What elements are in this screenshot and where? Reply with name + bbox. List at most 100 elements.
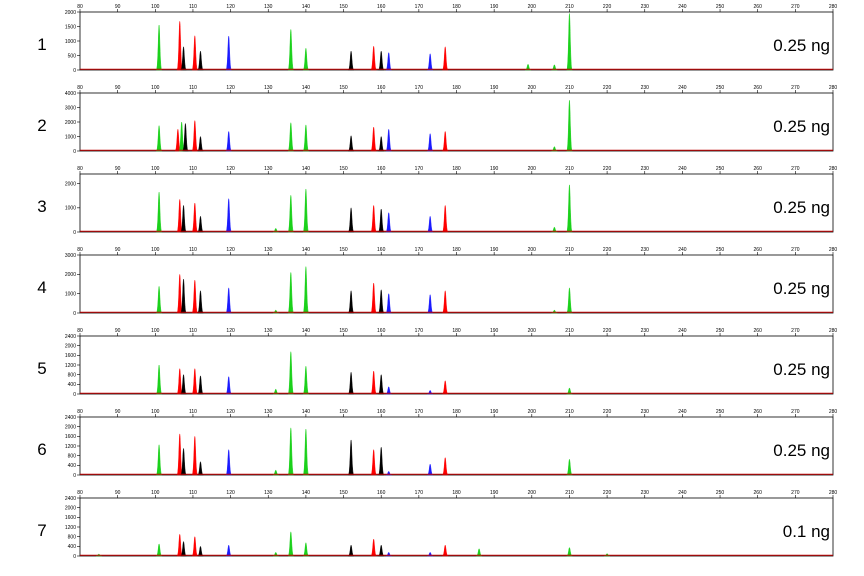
x-tick-label: 130 xyxy=(264,166,273,172)
x-tick-label: 240 xyxy=(678,166,687,172)
peak xyxy=(370,370,377,395)
x-tick-label: 230 xyxy=(641,85,650,91)
x-tick-label: 210 xyxy=(565,85,574,91)
x-tick-label: 100 xyxy=(151,4,160,10)
x-tick-label: 160 xyxy=(377,166,386,172)
peak xyxy=(180,46,187,71)
x-tick-label: 190 xyxy=(490,4,499,10)
y-tick-label: 400 xyxy=(68,544,77,550)
x-tick-label: 160 xyxy=(377,4,386,10)
lane-number: 2 xyxy=(37,116,47,135)
y-tick-label: 800 xyxy=(68,453,77,459)
x-tick-label: 230 xyxy=(641,490,650,496)
peak xyxy=(176,534,183,557)
x-tick-label: 240 xyxy=(678,85,687,91)
y-tick-label: 3000 xyxy=(65,105,76,111)
x-tick-label: 150 xyxy=(339,409,348,415)
plot-frame xyxy=(79,92,834,152)
peak xyxy=(378,544,385,557)
peak xyxy=(427,53,434,71)
x-tick-label: 90 xyxy=(115,409,121,415)
plot-frame xyxy=(79,254,834,314)
x-tick-label: 170 xyxy=(415,4,424,10)
y-tick-label: 2000 xyxy=(65,10,76,16)
x-tick-label: 80 xyxy=(77,409,83,415)
x-tick-label: 100 xyxy=(151,85,160,91)
y-tick-label: 800 xyxy=(68,534,77,540)
peak xyxy=(378,50,385,71)
y-tick-label: 400 xyxy=(68,463,77,469)
peak xyxy=(385,212,392,233)
x-tick-label: 270 xyxy=(791,4,800,10)
panel: 80 90 100 110 120 130 140 150 160 170 180 190 200 210… xyxy=(65,4,838,74)
x-tick-label: 230 xyxy=(641,409,650,415)
peak xyxy=(348,544,355,557)
peak xyxy=(191,536,198,557)
x-tick-label: 220 xyxy=(603,328,612,334)
x-tick-label: 90 xyxy=(115,85,121,91)
peak xyxy=(566,184,573,233)
y-tick-label: 2400 xyxy=(65,415,76,421)
x-tick-label: 250 xyxy=(716,409,725,415)
x-tick-label: 160 xyxy=(377,247,386,253)
x-tick-label: 180 xyxy=(452,490,461,496)
plot-frame xyxy=(79,335,834,395)
peak xyxy=(370,46,377,71)
lane-number: 7 xyxy=(37,521,47,540)
y-tick-label: 800 xyxy=(68,372,77,378)
peak xyxy=(225,131,232,152)
peak xyxy=(302,542,309,557)
x-tick-label: 230 xyxy=(641,328,650,334)
y-tick-label: 1200 xyxy=(65,525,76,531)
x-tick-label: 140 xyxy=(302,409,311,415)
x-tick-label: 270 xyxy=(791,85,800,91)
y-tick-label: 2400 xyxy=(65,334,76,340)
panel: 80 90 100 110 120 130 140 150 160 170 180 190 200 210… xyxy=(65,409,838,479)
peak xyxy=(370,205,377,233)
peak xyxy=(225,544,232,557)
y-tick-label: 1500 xyxy=(65,24,76,30)
x-tick-label: 190 xyxy=(490,85,499,91)
y-tick-label: 0 xyxy=(73,311,76,317)
panel: 80 90 100 110 120 130 140 150 160 170 180 190 200 210… xyxy=(65,85,838,155)
x-tick-label: 260 xyxy=(754,85,763,91)
peak xyxy=(385,293,392,314)
x-tick-label: 140 xyxy=(302,4,311,10)
x-tick-label: 250 xyxy=(716,328,725,334)
x-tick-label: 160 xyxy=(377,409,386,415)
dna-amount-label: 0.25 ng xyxy=(773,36,830,55)
x-tick-label: 170 xyxy=(415,409,424,415)
peak xyxy=(378,136,385,152)
peak xyxy=(156,543,163,557)
peak xyxy=(156,364,163,395)
y-tick-label: 1000 xyxy=(65,206,76,212)
x-tick-label: 250 xyxy=(716,4,725,10)
peak xyxy=(197,50,204,71)
x-tick-label: 270 xyxy=(791,490,800,496)
dna-amount-label: 0.25 ng xyxy=(773,360,830,379)
x-tick-label: 110 xyxy=(189,328,197,334)
y-tick-label: 2000 xyxy=(65,181,76,187)
x-tick-label: 200 xyxy=(528,4,537,10)
peak xyxy=(348,50,355,71)
x-tick-label: 210 xyxy=(565,409,574,415)
x-tick-label: 80 xyxy=(77,4,83,10)
x-tick-label: 260 xyxy=(754,166,763,172)
peak xyxy=(287,351,294,395)
x-tick-label: 100 xyxy=(151,166,160,172)
dna-amount-label: 0.1 ng xyxy=(782,522,830,541)
peak xyxy=(287,122,294,152)
x-tick-label: 260 xyxy=(754,4,763,10)
peak xyxy=(566,13,573,71)
x-tick-label: 200 xyxy=(528,328,537,334)
peak xyxy=(287,272,294,314)
peak xyxy=(156,125,163,152)
plot-frame xyxy=(79,497,834,557)
y-tick-label: 0 xyxy=(73,554,76,560)
x-tick-label: 130 xyxy=(264,4,273,10)
peak xyxy=(191,120,198,152)
peak xyxy=(566,287,573,314)
x-tick-label: 250 xyxy=(716,490,725,496)
